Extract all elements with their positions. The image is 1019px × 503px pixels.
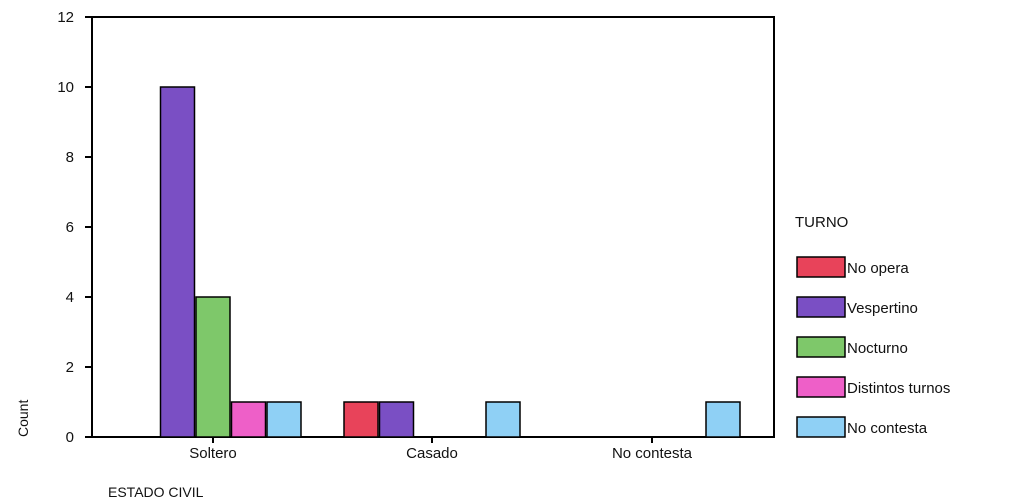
legend: No opera Vespertino Nocturno Distintos turn… — [796, 256, 950, 438]
y-tick-label: 10 — [57, 79, 74, 96]
bar-no-contesta-soltero — [266, 401, 302, 438]
legend-swatch — [796, 336, 846, 358]
legend-label: No contesta — [847, 420, 928, 437]
legend-title: TURNO — [795, 214, 848, 231]
y-axis-title: Count — [15, 400, 31, 437]
legend-label: Nocturno — [847, 340, 908, 357]
legend-label: Distintos turnos — [847, 380, 950, 397]
y-tick-label: 4 — [66, 289, 74, 306]
bar-vespertino-casado — [378, 401, 415, 438]
y-tick-label: 12 — [57, 9, 74, 26]
y-tick-label: 0 — [66, 429, 74, 446]
bar-no-contesta-no-contesta — [705, 401, 741, 438]
y-tick-label: 2 — [66, 359, 74, 376]
legend-swatch — [796, 416, 846, 438]
bar-distintos-turnos-soltero — [230, 401, 267, 438]
legend-swatch — [796, 256, 846, 278]
bar-no-contesta-casado — [485, 401, 521, 438]
x-tick-label: Soltero — [189, 445, 237, 462]
x-tick-label: Casado — [406, 445, 458, 462]
bars — [159, 86, 741, 438]
x-tick-label: No contesta — [612, 445, 693, 462]
bar-vespertino-soltero — [159, 86, 196, 438]
legend-swatch — [796, 376, 846, 398]
x-axis-title: ESTADO CIVIL — [108, 484, 204, 500]
y-tick-label: 8 — [66, 149, 74, 166]
legend-label: No opera — [847, 260, 909, 277]
x-axis-ticks: Soltero Casado No contesta — [189, 437, 693, 462]
legend-label: Vespertino — [847, 300, 918, 317]
y-axis-ticks: 0 2 4 6 8 10 12 — [57, 9, 92, 446]
bar-no-opera-casado — [343, 401, 379, 438]
bar-nocturno-soltero — [195, 296, 231, 438]
legend-swatch — [796, 296, 846, 318]
y-tick-label: 6 — [66, 219, 74, 236]
